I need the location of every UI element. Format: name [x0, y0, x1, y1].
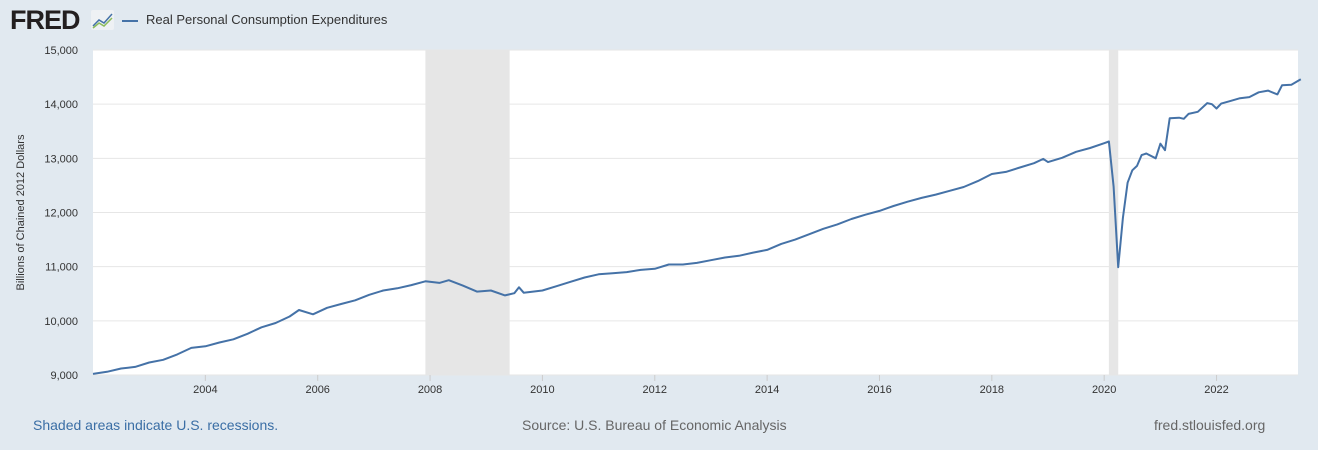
x-tick-label: 2012: [643, 384, 667, 396]
x-tick-label: 2020: [1092, 384, 1116, 396]
legend: Real Personal Consumption Expenditures: [122, 12, 387, 27]
y-tick-label: 10,000: [44, 316, 78, 328]
y-tick-label: 13,000: [44, 153, 78, 165]
y-tick-label: 9,000: [50, 370, 78, 382]
recession-note: Shaded areas indicate U.S. recessions.: [33, 417, 279, 433]
legend-label: Real Personal Consumption Expenditures: [146, 12, 388, 27]
x-tick-label: 2022: [1204, 384, 1228, 396]
x-tick-label: 2016: [867, 384, 891, 396]
x-tick-label: 2004: [193, 384, 217, 396]
x-tick-label: 2014: [755, 384, 779, 396]
y-axis-label: Billions of Chained 2012 Dollars: [15, 134, 27, 290]
x-tick-label: 2008: [418, 384, 442, 396]
y-tick-label: 14,000: [44, 99, 78, 111]
x-tick-label: 2006: [305, 384, 329, 396]
fred-logo[interactable]: FRED: [10, 5, 80, 35]
series-line: [92, 78, 1302, 375]
x-tick-label: 2010: [530, 384, 554, 396]
chart-logo-icon: [91, 10, 114, 30]
plot-area: 9,000 10,000 11,000 12,000 13,000 14,000 15,00…: [15, 45, 1302, 396]
site-link[interactable]: fred.stlouisfed.org: [1154, 417, 1266, 433]
y-tick-label: 11,000: [45, 262, 78, 274]
source-note: Source: U.S. Bureau of Economic Analysis: [522, 417, 787, 433]
y-tick-label: 12,000: [44, 208, 78, 220]
x-tick-label: 2018: [980, 384, 1004, 396]
legend-swatch: [122, 19, 138, 22]
y-tick-label: 15,000: [44, 45, 78, 57]
